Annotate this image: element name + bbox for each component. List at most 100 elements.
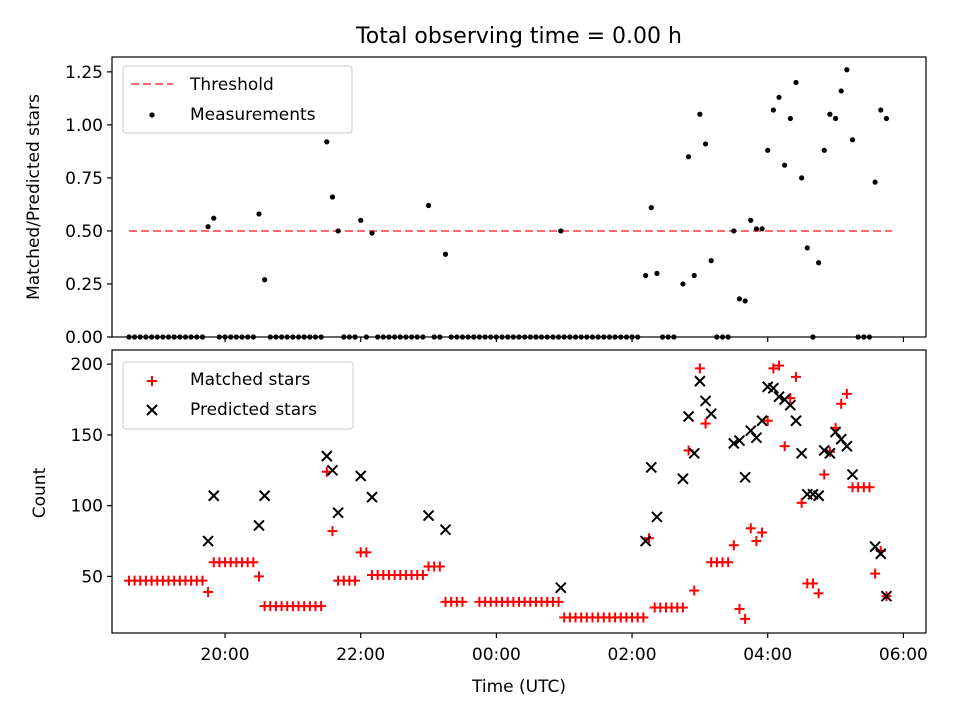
top-legend: Threshold Measurements (122, 65, 353, 134)
matched-star-point (694, 363, 705, 374)
matched-star-point (700, 418, 711, 429)
legend-predicted-label: Predicted stars (190, 400, 317, 420)
measurement-point (799, 175, 805, 181)
matched-star-point (689, 585, 700, 596)
predicted-star-point (745, 424, 757, 437)
matched-star-point (677, 602, 688, 613)
matched-star-point (253, 571, 264, 582)
top-y-tick-label: 0.50 (65, 222, 103, 242)
measurement-point (708, 258, 714, 264)
matched-star-point (796, 497, 807, 508)
predicted-star-point (733, 434, 746, 447)
bottom-x-tick-label: 00:00 (472, 645, 521, 665)
predicted-star-point (880, 590, 893, 602)
bottom-marks (123, 360, 893, 624)
predicted-star-point (208, 490, 220, 502)
predicted-star-point (869, 540, 881, 553)
predicted-star-point (841, 440, 853, 452)
top-plot-frame (111, 56, 927, 338)
measurement-point (748, 217, 754, 223)
measurement-point (702, 141, 709, 147)
matched-star-point (836, 398, 847, 409)
bottom-axes: 20:00 22:00 00:00 02:00 04:00 06:00 50 100 150 20… (71, 355, 928, 665)
measurement-point (262, 277, 268, 283)
measurement-point (369, 230, 375, 236)
matched-star-point (751, 536, 762, 547)
matched-star-point (807, 578, 818, 589)
matched-star-point (728, 540, 739, 551)
matched-star-point (553, 596, 564, 607)
measurement-point (844, 67, 850, 73)
measurement-point (736, 296, 743, 302)
measurement-point (329, 194, 336, 200)
predicted-star-point (422, 509, 435, 522)
measurement-point (776, 94, 782, 100)
matched-star-point (197, 575, 208, 586)
matched-star-point (864, 482, 875, 493)
measurement-point (787, 115, 793, 122)
measurement-point (759, 226, 765, 232)
predicted-star-point (829, 426, 842, 438)
measurement-point (793, 79, 799, 86)
top-y-axis-label: Matched/Predicted stars (24, 94, 44, 300)
predicted-star-point (355, 470, 367, 482)
measurement-point (691, 272, 697, 279)
measurement-point (697, 111, 703, 117)
measurement-point (804, 245, 810, 251)
predicted-star-point (739, 471, 751, 484)
bottom-y-tick-label: 100 (71, 497, 103, 517)
measurement-point (648, 205, 654, 211)
predicted-star-point (784, 399, 797, 411)
predicted-star-point (253, 519, 265, 532)
measurement-point (832, 115, 839, 122)
bottom-x-tick-label: 22:00 (336, 645, 385, 665)
top-chart-title: Total observing time = 0.00 h (355, 24, 682, 49)
bottom-y-axis-label: Count (30, 467, 50, 518)
bottom-legend: Matched stars Predicted stars (122, 361, 354, 430)
matched-star-point (417, 569, 428, 580)
top-legend-box (122, 65, 353, 134)
matched-star-point (361, 547, 372, 558)
matched-star-point (813, 588, 824, 599)
predicted-star-point (258, 490, 271, 502)
predicted-star-point (756, 415, 768, 427)
predicted-star-point (439, 523, 452, 536)
predicted-star-point (651, 511, 663, 523)
matched-star-point (638, 612, 649, 623)
matched-star-point (841, 388, 852, 399)
predicted-star-point (366, 491, 378, 503)
legend-measurements-label: Measurements (190, 105, 316, 125)
predicted-star-point (773, 390, 785, 403)
legend-matched-label: Matched stars (190, 370, 310, 390)
measurement-point (815, 260, 822, 266)
measurement-point (782, 162, 788, 168)
bottom-plot-area: 20:00 22:00 00:00 02:00 04:00 06:00 50 100 150 20… (71, 349, 928, 665)
matched-star-point (762, 415, 773, 426)
measurement-point (731, 228, 737, 234)
top-axes: 0.00 0.25 0.50 0.75 1.00 1.25 (65, 63, 904, 348)
measurement-point (821, 147, 827, 153)
bottom-plot-frame (111, 349, 927, 634)
measurement-point (324, 139, 330, 145)
predicted-star-point (332, 507, 344, 519)
matched-star-point (870, 568, 881, 579)
top-y-tick-label: 0.25 (65, 275, 103, 295)
predicted-star-point (812, 490, 825, 502)
predicted-star-point (767, 382, 780, 394)
predicted-star-point (699, 395, 712, 407)
matched-star-point (774, 360, 785, 371)
predicted-star-point (694, 375, 706, 387)
predicted-star-point (639, 535, 652, 547)
predicted-star-point (705, 407, 717, 420)
measurement-point (878, 107, 884, 113)
bottom-x-axis-label: Time (UTC) (471, 677, 566, 697)
measurement-point (425, 202, 432, 209)
bottom-y-tick-label: 50 (81, 567, 103, 587)
top-y-tick-label: 0.00 (65, 328, 103, 348)
predicted-star-point (321, 450, 333, 462)
matched-star-point (350, 575, 361, 586)
measurements-legend-swatch (149, 112, 155, 118)
top-y-tick-label: 1.00 (65, 116, 103, 136)
predicted-star-point (795, 447, 808, 460)
